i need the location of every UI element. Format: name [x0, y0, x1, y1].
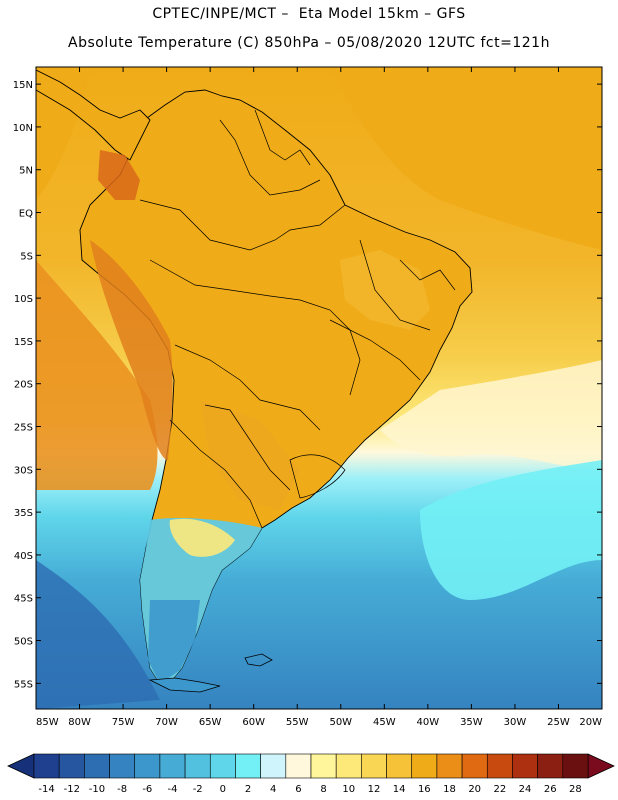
warm-atlantic	[330, 67, 602, 250]
lat-label: 55S	[14, 679, 33, 690]
longitude-axis: 85W 80W 75W 70W 65W 60W 55W 50W 45W 40W 35W 30W 25W 2…	[35, 67, 603, 728]
colorbar-swatch	[84, 753, 110, 779]
colorbar-swatch	[310, 753, 337, 779]
colorbar-label: 22	[493, 784, 506, 795]
lon-label: 80W	[68, 717, 91, 728]
colorbar-label: -12	[64, 784, 80, 795]
andes-hot-central	[90, 240, 173, 460]
colorbar-label: 12	[368, 784, 381, 795]
colorbar-swatch	[58, 753, 85, 779]
country-boundaries	[139, 109, 456, 529]
pacific-warm-band	[36, 260, 158, 490]
chaco-patch	[200, 400, 300, 510]
latitude-axis: 15N 10N 5N EQ 5S 10S 15S 20S 25S 30S 35S 40S 45S 50S 5…	[13, 80, 602, 690]
cold-patagonia	[148, 600, 200, 684]
lat-label: 45S	[14, 594, 33, 605]
central-america-landmass	[36, 69, 151, 161]
colorbar: -14 -12 -10 -8 -6 -4 -2 0 2 4 6 8 10 12 14 16 18 20 22 24 26…	[7, 753, 615, 795]
colorbar-label: 16	[418, 784, 431, 795]
lat-label: EQ	[19, 209, 33, 220]
colorbar-label: 14	[393, 784, 406, 795]
colorbar-label: 28	[569, 784, 582, 795]
colorbar-label: 8	[320, 784, 326, 795]
colorbar-label: 2	[245, 784, 251, 795]
colorbar-label: 10	[342, 784, 355, 795]
lat-label: 30S	[14, 465, 33, 476]
lon-label: 25W	[547, 717, 570, 728]
colorbar-swatch	[209, 753, 236, 779]
colorbar-label: 4	[270, 784, 276, 795]
colorbar-label: -2	[193, 784, 203, 795]
colorbar-label: 0	[220, 784, 226, 795]
colorbar-label: -10	[89, 784, 105, 795]
lon-label: 85W	[36, 717, 59, 728]
colorbar-over-arrow	[587, 753, 615, 779]
colorbar-swatch	[411, 753, 438, 779]
colorbar-label: 20	[468, 784, 481, 795]
colorbar-swatch	[159, 753, 186, 779]
lat-label: 5S	[20, 251, 33, 262]
chart-title: CPTEC/INPE/MCT – Eta Model 15km – GFS	[152, 6, 466, 22]
falkland-islands	[244, 653, 273, 667]
lat-label: 20S	[14, 380, 33, 391]
tierra-del-fuego	[148, 677, 221, 693]
colorbar-swatch	[486, 753, 513, 779]
lon-label: 35W	[460, 717, 483, 728]
lon-label: 60W	[242, 717, 265, 728]
lon-label: 55W	[286, 717, 309, 728]
colorbar-label: 6	[295, 784, 301, 795]
map-field	[36, 67, 602, 709]
lon-label: 75W	[112, 717, 135, 728]
colorbar-swatch	[109, 753, 136, 779]
lon-label: 40W	[417, 717, 440, 728]
andes-hot-north	[98, 150, 140, 200]
colorbar-swatch	[562, 753, 589, 779]
colorbar-swatch	[537, 753, 564, 779]
lat-label: 40S	[14, 551, 33, 562]
map-frame	[35, 66, 603, 710]
lat-label: 50S	[14, 637, 33, 648]
colorbar-swatch	[134, 753, 161, 779]
colorbar-label: -4	[168, 784, 178, 795]
colorbar-swatch	[461, 753, 488, 779]
lat-label: 25S	[14, 423, 33, 434]
colorbar-label: 26	[544, 784, 557, 795]
colorbar-label: -8	[117, 784, 127, 795]
lat-label: 10N	[13, 123, 33, 134]
cold-southwest	[36, 560, 160, 709]
lon-label: 30W	[504, 717, 527, 728]
colorbar-swatch	[235, 753, 261, 779]
lon-label: 70W	[155, 717, 178, 728]
colorbar-swatch	[285, 753, 312, 779]
lon-label: 45W	[373, 717, 396, 728]
colorbar-swatch	[260, 753, 287, 779]
colorbar-swatch	[512, 753, 538, 779]
lat-label: 35S	[14, 508, 33, 519]
lon-label: 65W	[199, 717, 222, 728]
colorbar-swatch	[33, 753, 60, 779]
lat-label: 10S	[14, 294, 33, 305]
lat-label: 5N	[19, 166, 33, 177]
lat-label: 15N	[13, 80, 33, 91]
colorbar-swatch	[436, 753, 463, 779]
colorbar-label: 18	[443, 784, 456, 795]
cyan-plume	[420, 460, 602, 600]
colorbar-swatch	[361, 753, 387, 779]
chart-subtitle: Absolute Temperature (C) 850hPa – 05/08/…	[68, 35, 550, 51]
lon-label: 50W	[329, 717, 352, 728]
colorbar-swatch	[335, 753, 362, 779]
lon-label: 20W	[579, 717, 602, 728]
warm-patch-patagonia	[169, 518, 235, 557]
colorbar-under-arrow	[7, 753, 35, 779]
colorbar-label: -6	[142, 784, 152, 795]
colorbar-label: 24	[519, 784, 532, 795]
inland-patch	[340, 250, 430, 330]
colorbar-swatch	[386, 753, 413, 779]
colorbar-label: -14	[38, 784, 54, 795]
lat-label: 15S	[14, 337, 33, 348]
pale-tongue	[380, 360, 602, 470]
colorbar-swatch	[184, 753, 211, 779]
